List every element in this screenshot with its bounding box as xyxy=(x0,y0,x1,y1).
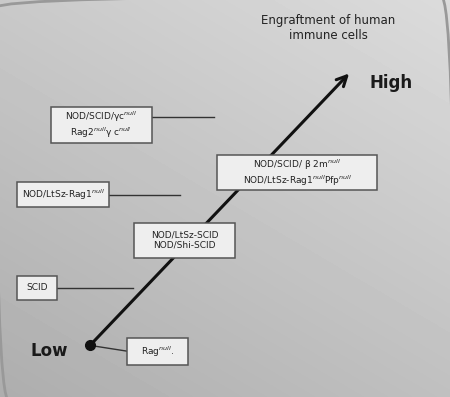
FancyBboxPatch shape xyxy=(51,107,152,143)
FancyBboxPatch shape xyxy=(127,337,188,365)
Text: NOD/SCID/ β 2m$^{null}$
NOD/LtSz-Rag1$^{null}$Pfp$^{null}$: NOD/SCID/ β 2m$^{null}$ NOD/LtSz-Rag1$^{… xyxy=(243,157,351,188)
Text: High: High xyxy=(370,74,413,93)
FancyBboxPatch shape xyxy=(134,222,235,258)
FancyBboxPatch shape xyxy=(17,183,109,206)
Text: Low: Low xyxy=(31,342,68,360)
Text: NOD/LtSz-Rag1$^{null}$: NOD/LtSz-Rag1$^{null}$ xyxy=(22,187,104,202)
FancyBboxPatch shape xyxy=(17,276,57,300)
Text: Engraftment of human
immune cells: Engraftment of human immune cells xyxy=(261,14,396,42)
FancyBboxPatch shape xyxy=(217,155,377,191)
Text: Rag$^{null}$.: Rag$^{null}$. xyxy=(141,344,174,358)
Text: NOD/SCID/γc$^{null}$
Rag2$^{null}$γ c$^{null}$: NOD/SCID/γc$^{null}$ Rag2$^{null}$γ c$^{… xyxy=(65,110,137,141)
Text: SCID: SCID xyxy=(27,283,48,292)
Text: NOD/LtSz-SCID
NOD/Shi-SCID: NOD/LtSz-SCID NOD/Shi-SCID xyxy=(151,231,218,250)
